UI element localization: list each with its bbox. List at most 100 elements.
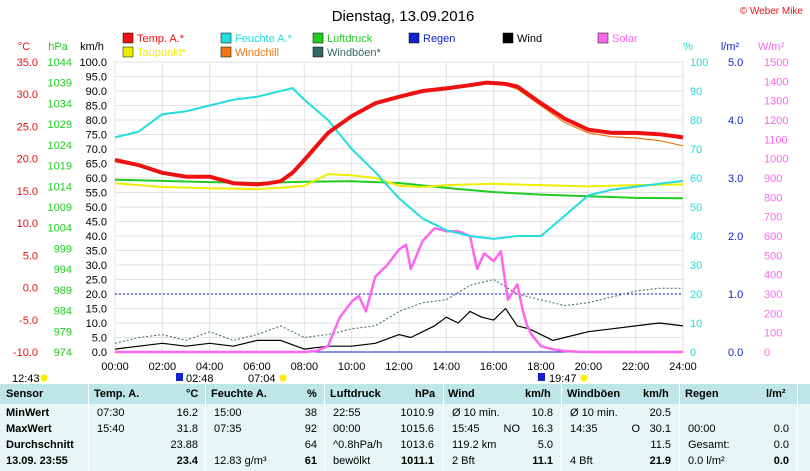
- druck-value: 1013.6: [400, 439, 434, 451]
- tick-pct: 100: [690, 57, 708, 69]
- tick-hpa: 974: [54, 347, 72, 359]
- tick-kmh: 80.0: [86, 115, 107, 127]
- plot-area: [114, 61, 684, 353]
- tick-pct: 70: [690, 144, 702, 156]
- tick-kmh: 20.0: [86, 289, 107, 301]
- header-sensor: Sensor: [6, 388, 44, 400]
- tick-pct: 40: [690, 231, 702, 243]
- legend-label-wind: Wind: [517, 33, 542, 45]
- series-line-feuchte: [114, 87, 684, 240]
- row-label: 13.09. 23:55: [6, 455, 68, 467]
- tick-kmh: 95.0: [86, 72, 107, 84]
- tick-kmh: 90.0: [86, 86, 107, 98]
- tick-kmh: 10.0: [86, 318, 107, 330]
- temp-time: 15:40: [97, 423, 125, 435]
- feuchte-time: 12.83 g/m³: [214, 455, 267, 467]
- tick-pct: 20: [690, 289, 702, 301]
- tick-hpa: 979: [54, 326, 72, 338]
- legend-label-luftdruck: Luftdruck: [327, 33, 373, 45]
- tick-temp: 35.0: [17, 57, 38, 69]
- tick-pct: 90: [690, 86, 702, 98]
- tick-solar: 200: [764, 308, 782, 320]
- series-line-solar: [115, 227, 683, 354]
- axis-label-solar: W/m²: [758, 41, 785, 53]
- regen-value: 0.0: [773, 423, 789, 435]
- tick-rain: 5.0: [728, 57, 743, 69]
- axis-label-pct: %: [683, 41, 693, 53]
- axis-label-temp: °C: [18, 41, 30, 53]
- boen-value: 30.1: [649, 423, 671, 435]
- tick-hpa: 1044: [48, 57, 72, 69]
- boen-value: 20.5: [649, 407, 671, 419]
- header-boen-unit: km/h: [643, 388, 669, 400]
- chart-title: Dienstag, 13.09.2016: [332, 8, 475, 25]
- tick-temp: 0.0: [23, 283, 38, 295]
- tick-hpa: 1009: [48, 202, 72, 214]
- sunrise-label: 07:04: [248, 373, 276, 384]
- header-wind: Wind: [448, 388, 475, 400]
- series-line-windboen: [114, 279, 683, 344]
- tick-solar: 1000: [764, 154, 788, 166]
- tick-hpa: 1014: [48, 181, 72, 193]
- axis-label-hpa: hPa: [48, 41, 68, 53]
- tick-hpa: 1034: [48, 98, 72, 110]
- druck-time: 00:00: [333, 423, 361, 435]
- tick-solar: 600: [764, 231, 782, 243]
- min-marker-icon: [176, 373, 183, 381]
- tick-time: 06:00: [243, 361, 271, 373]
- legend-swatch-feuchte: [220, 32, 232, 44]
- tick-pct: 0: [690, 347, 696, 359]
- tick-temp: -5.0: [19, 315, 38, 327]
- tick-solar: 100: [764, 328, 782, 340]
- tick-time: 10:00: [338, 361, 366, 373]
- sunrise-icon: [279, 374, 287, 382]
- druck-time: 22:55: [333, 407, 361, 419]
- tick-temp: 10.0: [17, 218, 38, 230]
- tick-kmh: 15.0: [86, 304, 107, 316]
- regen-value: 0.0: [773, 439, 789, 451]
- regen-time: 0.0 l/m²: [688, 455, 725, 467]
- axis-label-kmh: km/h: [80, 41, 104, 53]
- wind-direction: NO: [503, 423, 521, 435]
- feuchte-time: 15:00: [214, 407, 242, 419]
- wind-time: Ø 10 min.: [452, 407, 500, 419]
- tick-time: 20:00: [575, 361, 603, 373]
- legend: Temp. A.* Feuchte A.* Luftdruck Regen Wind So…: [122, 32, 638, 59]
- legend-swatch-temp: [122, 32, 134, 44]
- boen-value: 11.5: [650, 439, 671, 451]
- tick-rain: 4.0: [728, 115, 743, 127]
- tick-hpa: 999: [54, 243, 72, 255]
- tick-kmh: 5.0: [92, 333, 107, 345]
- tick-rain: 0.0: [728, 347, 743, 359]
- header-feuchte: Feuchte A.: [211, 388, 267, 400]
- temp-value: 16.2: [176, 407, 198, 419]
- temp-value: 23.4: [176, 455, 198, 467]
- tick-solar: 700: [764, 212, 782, 224]
- tick-temp: 25.0: [17, 121, 38, 133]
- statistics-table: Sensor Temp. A. °C Feuchte A. % Luftdruc…: [0, 384, 810, 471]
- tick-solar: 0: [764, 347, 770, 359]
- wind-value: 5.0: [537, 439, 553, 451]
- tick-solar: 500: [764, 250, 782, 262]
- tick-solar: 400: [764, 270, 782, 282]
- wind-time: 2 Bft: [452, 455, 475, 467]
- druck-time: bewölkt: [333, 455, 371, 467]
- tick-kmh: 25.0: [86, 275, 107, 287]
- tick-time: 14:00: [433, 361, 461, 373]
- tick-solar: 1500: [764, 57, 788, 69]
- regen-value: 0.0: [773, 455, 789, 467]
- legend-swatch-taupunkt: [122, 46, 134, 58]
- credit-text: © Weber Mike: [740, 6, 804, 17]
- tick-temp: 30.0: [17, 89, 38, 101]
- tick-time: 18:00: [527, 361, 555, 373]
- tick-hpa: 1039: [48, 78, 72, 90]
- header-druck-unit: hPa: [415, 388, 436, 400]
- tick-time: 00:00: [101, 361, 129, 373]
- tick-solar: 1400: [764, 76, 788, 88]
- boen-value: 21.9: [649, 455, 671, 467]
- druck-time: ^0.8hPa/h: [333, 439, 383, 451]
- tick-time: 02:00: [149, 361, 177, 373]
- tick-rain: 1.0: [728, 289, 743, 301]
- tick-hpa: 1004: [48, 223, 72, 235]
- header-wind-unit: km/h: [525, 388, 551, 400]
